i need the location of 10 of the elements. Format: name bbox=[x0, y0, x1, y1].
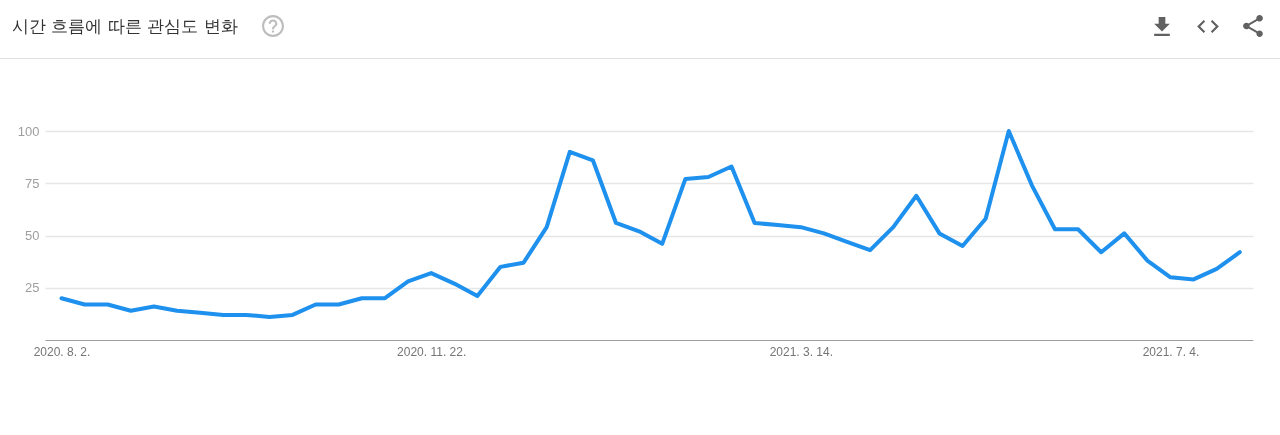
y-tick-label: 50 bbox=[25, 228, 40, 243]
x-tick-label: 2020. 11. 22. bbox=[397, 344, 467, 359]
y-tick-label: 100 bbox=[17, 123, 40, 139]
y-tick-label: 25 bbox=[25, 280, 40, 296]
chart-title: 시간 흐름에 따른 관심도 변화 bbox=[12, 15, 238, 37]
y-tick-label: 75 bbox=[25, 175, 40, 191]
x-tick-label: 2021. 7. 4. bbox=[1142, 344, 1200, 359]
x-tick-label: 2020. 8. 2. bbox=[33, 344, 91, 359]
x-tick-label: 2021. 3. 14. bbox=[769, 344, 834, 359]
line-series bbox=[59, 129, 1242, 320]
